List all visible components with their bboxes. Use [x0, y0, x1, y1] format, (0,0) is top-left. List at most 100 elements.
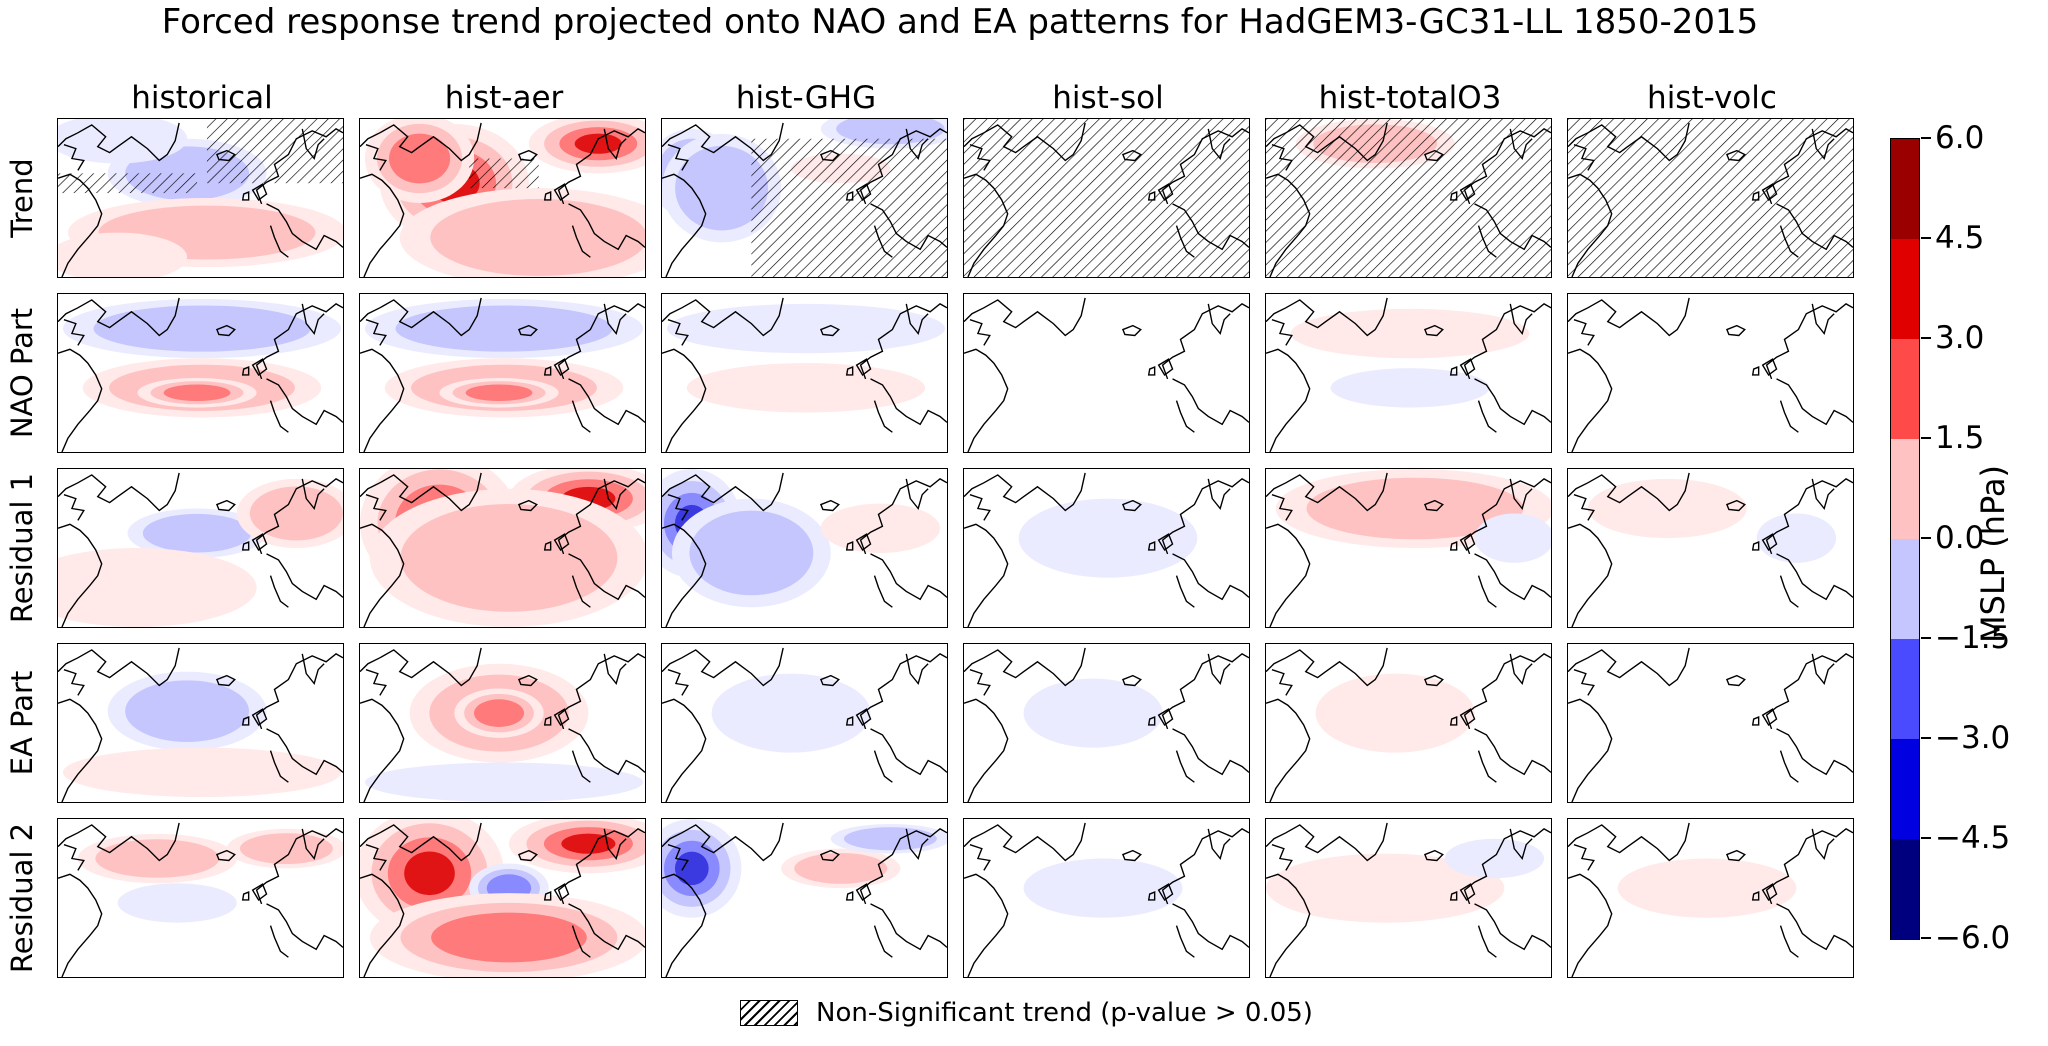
coastline	[1477, 400, 1497, 433]
coastline	[215, 849, 236, 862]
coastline	[1423, 149, 1444, 162]
mslp-contour-fill	[1444, 838, 1545, 879]
coastline	[543, 541, 552, 551]
coastline	[517, 149, 538, 162]
coastline	[1568, 698, 1613, 802]
coastline	[1266, 297, 1388, 337]
coastline	[1423, 499, 1444, 512]
coastline	[1271, 844, 1293, 871]
coastline	[1474, 553, 1551, 601]
coastline	[269, 750, 289, 783]
coastline	[1811, 478, 1835, 510]
mslp-contour-fill	[142, 513, 252, 553]
coastline	[1568, 472, 1690, 512]
coastline	[1172, 728, 1249, 776]
coastline	[63, 844, 85, 871]
coastline	[1568, 297, 1690, 337]
row-label-residual-1: Residual 1	[5, 472, 39, 624]
coastline	[964, 173, 1009, 277]
coastline	[568, 378, 645, 426]
coastline	[568, 903, 645, 951]
coastline	[266, 378, 343, 426]
colorbar-tick-label: 0.0	[1935, 520, 1985, 556]
map-panel-trend-hist-sol	[963, 118, 1250, 278]
coastline	[1568, 122, 1690, 162]
colorbar-tick-label: −6.0	[1935, 920, 2011, 956]
coastline	[969, 494, 991, 521]
coastline	[63, 319, 85, 346]
coastline	[1509, 303, 1533, 335]
colorbar-tick	[1921, 937, 1931, 939]
coastline	[553, 533, 570, 551]
coastline	[1776, 903, 1853, 951]
coastline	[360, 873, 405, 977]
coastline	[1761, 708, 1778, 726]
coastline	[269, 225, 289, 258]
figure-title: Forced response trend projected onto NAO…	[161, 2, 1759, 42]
coastline	[58, 297, 180, 337]
coastline	[870, 203, 947, 251]
colorbar-tick-label: −3.0	[1935, 720, 2011, 756]
mslp-contour-fill	[1474, 513, 1551, 563]
coastline	[1474, 903, 1551, 951]
coastline	[269, 400, 289, 433]
coastline	[1271, 494, 1293, 521]
map-panel-res2-historical	[57, 818, 344, 978]
coastline	[1121, 849, 1142, 862]
significance-hatching	[469, 158, 539, 189]
coastline	[215, 324, 236, 337]
coastline	[1161, 653, 1249, 730]
coastline	[215, 674, 236, 687]
mslp-contour-fill	[62, 747, 342, 798]
mslp-contour-fill	[400, 503, 618, 612]
coastline	[1509, 128, 1533, 160]
map-panel-res2-hist-totalo3	[1265, 818, 1552, 978]
coastline	[543, 191, 552, 201]
coastline	[301, 653, 325, 685]
coastline	[1477, 575, 1497, 608]
coastline	[58, 822, 180, 862]
coastline	[1765, 653, 1853, 730]
coastline	[360, 523, 405, 627]
significance-hatching	[1568, 119, 1853, 277]
coastline	[819, 324, 840, 337]
coastline	[873, 400, 893, 433]
coastline	[667, 144, 689, 171]
coastline	[1779, 575, 1799, 608]
colorbar-segment	[1891, 139, 1919, 240]
coastline	[1509, 478, 1533, 510]
coastline	[1765, 303, 1853, 380]
coastline	[964, 297, 1086, 337]
coastline	[360, 647, 482, 687]
coastline	[266, 553, 343, 601]
map-panel-res2-hist-sol	[963, 818, 1250, 978]
coastline	[251, 708, 268, 726]
coastline	[905, 128, 929, 160]
coastline	[859, 653, 947, 730]
map-panel-ea-hist-sol	[963, 643, 1250, 803]
coastline	[568, 203, 645, 251]
mslp-contour-fill	[1306, 477, 1524, 540]
coastline	[1207, 828, 1231, 860]
mslp-contour-fill	[1756, 513, 1837, 563]
coastline	[543, 716, 552, 726]
coastline	[1474, 728, 1551, 776]
mslp-contour-fill	[163, 384, 231, 402]
column-title-hist-sol: hist-sol	[1052, 80, 1164, 116]
map-panel-trend-historical	[57, 118, 344, 278]
mslp-contour-fill	[93, 305, 311, 352]
coastline	[63, 144, 85, 171]
coastline	[1725, 849, 1746, 862]
map-panel-nao-hist-ghg	[661, 293, 948, 453]
significance-hatching	[1266, 119, 1551, 277]
coastline	[964, 122, 1086, 162]
coastline	[63, 669, 85, 696]
mslp-contour-fill	[430, 198, 645, 277]
colorbar-segment	[1891, 839, 1919, 940]
coastline	[58, 472, 180, 512]
coastline	[905, 303, 929, 335]
map-panel-nao-historical	[57, 293, 344, 453]
coastline	[1449, 366, 1458, 376]
coastline	[1175, 750, 1195, 783]
coastline	[251, 358, 268, 376]
